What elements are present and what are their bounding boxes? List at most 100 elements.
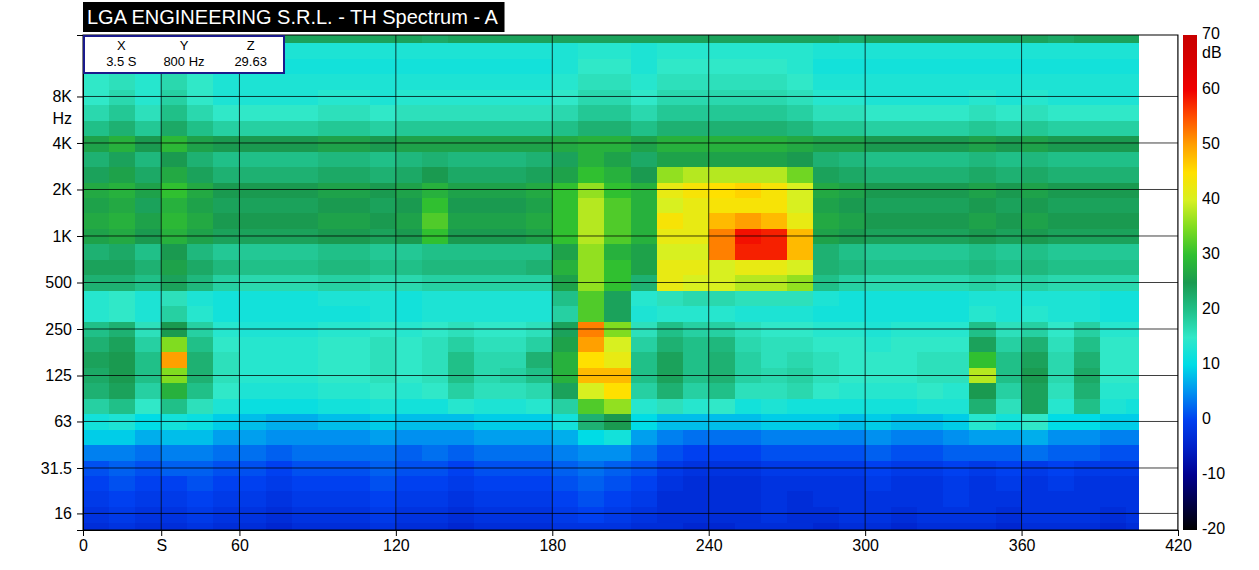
heatmap-cell: [239, 105, 266, 121]
heatmap-cell: [1074, 43, 1101, 59]
heatmap-cell: [239, 522, 266, 530]
heatmap-cell: [1022, 43, 1049, 59]
heatmap-cell: [292, 336, 319, 352]
x-tick-label: 240: [696, 537, 723, 554]
heatmap-cell: [839, 151, 866, 167]
heatmap-cell: [135, 120, 162, 136]
heatmap-cell: [448, 398, 475, 414]
heatmap-cell: [631, 445, 658, 461]
heatmap-cell: [396, 244, 423, 260]
heatmap-cell: [500, 522, 527, 530]
heatmap-cell: [761, 151, 788, 167]
heatmap-cell: [917, 491, 944, 507]
y-tick-label: 8K: [52, 88, 72, 105]
heatmap-cell: [109, 445, 136, 461]
x-tick-mark: [865, 530, 866, 536]
heatmap-cell: [239, 506, 266, 522]
heatmap-cell: [109, 105, 136, 121]
heatmap-cell: [865, 259, 892, 275]
heatmap-cell: [1022, 429, 1049, 445]
heatmap-cell: [109, 89, 136, 105]
heatmap-cell: [735, 506, 762, 522]
heatmap-cell: [683, 522, 710, 530]
heatmap-cell: [526, 74, 553, 90]
heatmap-cell: [631, 429, 658, 445]
heatmap-cell: [135, 197, 162, 213]
heatmap-cell: [370, 259, 397, 275]
heatmap-cell: [917, 74, 944, 90]
heatmap-cell: [474, 35, 501, 43]
heatmap-cell: [135, 89, 162, 105]
heatmap-cell: [344, 352, 371, 368]
heatmap-cell: [344, 244, 371, 260]
heatmap-cell: [1126, 166, 1140, 182]
heatmap-cell: [917, 213, 944, 229]
heatmap-cell: [552, 89, 579, 105]
heatmap-cell: [865, 43, 892, 59]
heatmap-cell: [292, 120, 319, 136]
heatmap-cell: [526, 89, 553, 105]
heatmap-cell: [996, 429, 1023, 445]
heatmap-cell: [1100, 305, 1127, 321]
heatmap-cell: [709, 213, 736, 229]
heatmap-cell: [917, 506, 944, 522]
heatmap-cell: [187, 383, 214, 399]
heatmap-cell: [187, 336, 214, 352]
heatmap-cell: [1022, 166, 1049, 182]
plot-frame: [83, 35, 1178, 530]
heatmap-cell: [891, 352, 918, 368]
heatmap-cell: [1126, 74, 1140, 90]
heatmap-cell: [1048, 43, 1075, 59]
heatmap-cell: [318, 475, 345, 491]
heatmap-cell: [813, 398, 840, 414]
heatmap-cell: [526, 120, 553, 136]
heatmap-cell: [761, 136, 788, 152]
heatmap-cell: [996, 120, 1023, 136]
y-tick: 4K: [52, 135, 83, 152]
heatmap-cell: [187, 89, 214, 105]
heatmap-cell: [1100, 383, 1127, 399]
x-tick-label: 60: [231, 537, 249, 554]
heatmap-cell: [161, 522, 188, 530]
heatmap-cell: [578, 136, 605, 152]
heatmap-cell: [996, 89, 1023, 105]
heatmap-cell: [969, 506, 996, 522]
heatmap-cell: [370, 120, 397, 136]
heatmap-cell: [266, 445, 293, 461]
heatmap-cell: [318, 383, 345, 399]
heatmap-cell: [474, 475, 501, 491]
heatmap-cell: [187, 259, 214, 275]
heatmap-cell: [943, 259, 970, 275]
heatmap-cell: [604, 166, 631, 182]
grid-line-y: [83, 142, 1178, 143]
y-tick-mark: [77, 189, 83, 190]
title: LGA ENGINEERING S.R.L. - TH Spectrum - A: [87, 6, 499, 28]
heatmap-cell: [187, 213, 214, 229]
heatmap-cell: [344, 305, 371, 321]
heatmap-cell: [474, 89, 501, 105]
heatmap-cell: [578, 151, 605, 167]
heatmap-cell: [839, 259, 866, 275]
heatmap-cell: [187, 398, 214, 414]
heatmap-cell: [448, 383, 475, 399]
heatmap-cell: [526, 491, 553, 507]
heatmap-cell: [552, 475, 579, 491]
heatmap-cell: [344, 383, 371, 399]
heatmap-cell: [422, 336, 449, 352]
heatmap-cell: [83, 197, 110, 213]
heatmap-cell: [709, 259, 736, 275]
heatmap-cell: [266, 305, 293, 321]
heatmap-cell: [578, 398, 605, 414]
heatmap-cell: [735, 429, 762, 445]
heatmap-cell: [109, 491, 136, 507]
heatmap-cell: [474, 120, 501, 136]
heatmap-cell: [943, 74, 970, 90]
heatmap-cell: [891, 336, 918, 352]
heatmap-cell: [839, 213, 866, 229]
heatmap-cell: [1022, 336, 1049, 352]
heatmap-cell: [1100, 151, 1127, 167]
heatmap-cell: [1126, 290, 1140, 306]
heatmap-cell: [657, 120, 684, 136]
cursor-box-frame: [84, 36, 284, 73]
heatmap-cell: [1126, 120, 1140, 136]
